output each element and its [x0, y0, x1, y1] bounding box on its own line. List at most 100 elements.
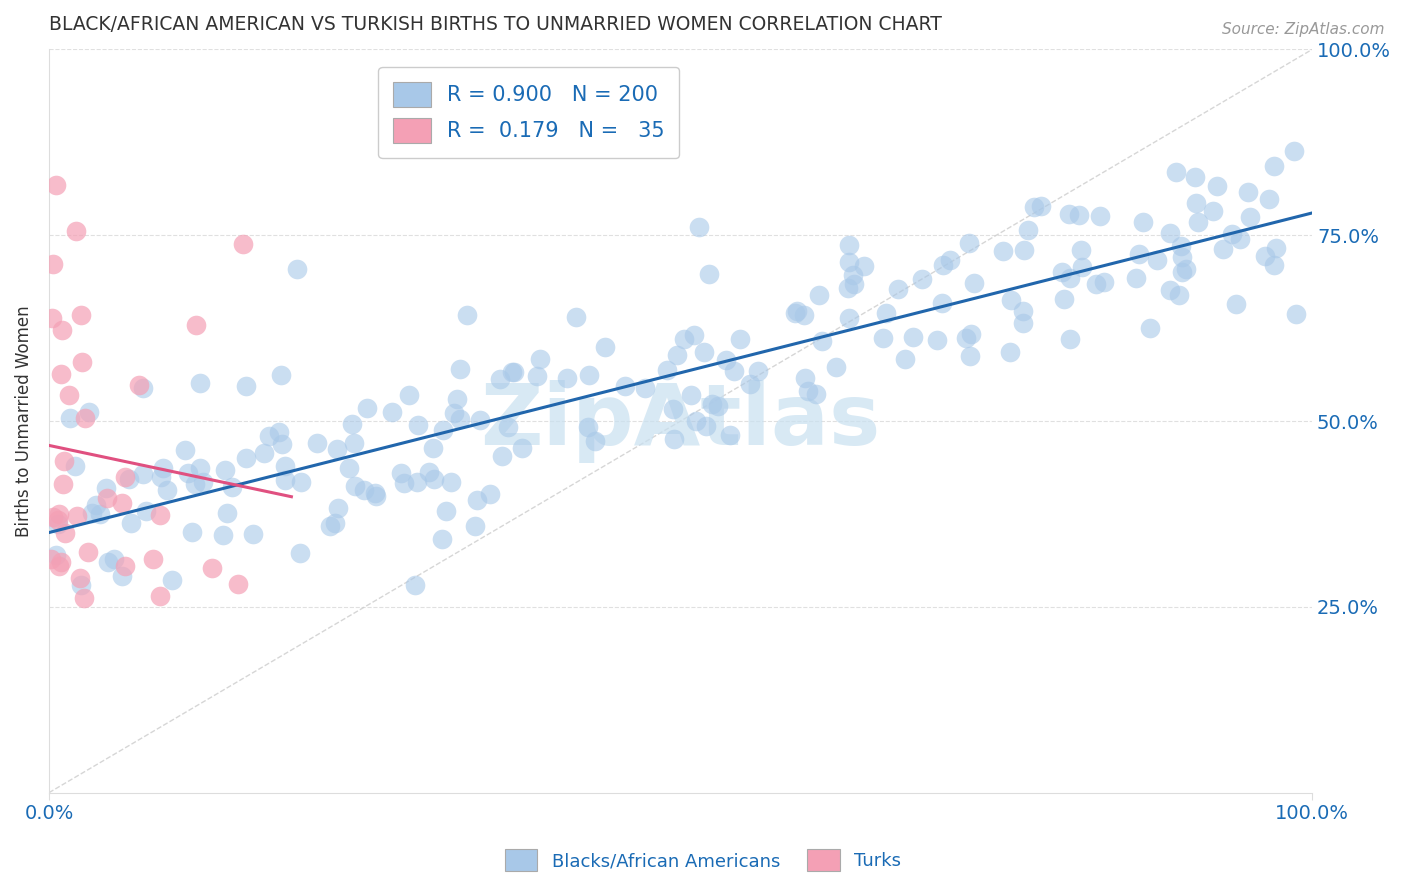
Point [707, 399, 730, 413]
Point [162, 573, 184, 587]
Point [794, 371, 817, 385]
Point [89, 508, 111, 522]
Point [955, 331, 977, 345]
Point [479, 487, 502, 501]
Point [1239, 210, 1261, 224]
Text: BLACK/AFRICAN AMERICAN VS TURKISH BIRTHS TO UNMARRIED WOMEN CORRELATION CHART: BLACK/AFRICAN AMERICAN VS TURKISH BIRTHS… [49, 15, 942, 34]
Point [932, 258, 955, 272]
Point [526, 369, 548, 384]
Point [235, 450, 257, 465]
Point [578, 368, 600, 382]
Point [728, 332, 751, 346]
Point [52, 476, 75, 491]
Point [323, 516, 346, 531]
Point [825, 360, 848, 375]
Point [666, 348, 689, 362]
Point [1229, 232, 1251, 246]
Point [418, 466, 440, 480]
Point [793, 308, 815, 322]
Point [63, 458, 86, 473]
Point [422, 472, 444, 486]
Point [53, 525, 76, 540]
Point [307, 436, 329, 450]
Point [343, 435, 366, 450]
Point [318, 519, 340, 533]
Point [221, 480, 243, 494]
Point [464, 519, 486, 533]
Point [634, 381, 657, 395]
Point [939, 252, 962, 267]
Point [1170, 238, 1192, 252]
Point [48, 558, 70, 573]
Point [838, 255, 860, 269]
Point [356, 401, 378, 415]
Point [1175, 262, 1198, 277]
Point [785, 306, 807, 320]
Point [1132, 214, 1154, 228]
Point [931, 296, 953, 310]
Point [1187, 215, 1209, 229]
Point [672, 332, 695, 346]
Point [184, 318, 207, 332]
Point [1090, 210, 1112, 224]
Point [959, 349, 981, 363]
Point [66, 508, 89, 523]
Point [1128, 247, 1150, 261]
Point [273, 459, 295, 474]
Point [443, 406, 465, 420]
Point [118, 472, 141, 486]
Point [806, 387, 828, 401]
Point [58, 388, 80, 402]
Point [49, 367, 72, 381]
Text: ZipAtlas: ZipAtlas [481, 380, 880, 463]
Point [392, 475, 415, 490]
Point [273, 473, 295, 487]
Point [152, 461, 174, 475]
Point [1052, 265, 1074, 279]
Point [1236, 185, 1258, 199]
Point [111, 569, 134, 583]
Point [844, 277, 866, 292]
Point [364, 486, 387, 500]
Point [693, 345, 716, 359]
Point [718, 428, 741, 442]
Point [1202, 204, 1225, 219]
Point [657, 363, 679, 377]
Point [271, 437, 294, 451]
Point [1184, 169, 1206, 184]
Point [215, 506, 238, 520]
Point [290, 475, 312, 490]
Point [84, 498, 107, 512]
Point [1011, 303, 1033, 318]
Point [41, 510, 63, 524]
Point [838, 311, 860, 326]
Point [188, 461, 211, 475]
Point [103, 552, 125, 566]
Point [1284, 307, 1306, 321]
Point [114, 559, 136, 574]
Point [510, 441, 533, 455]
Point [583, 434, 606, 448]
Point [232, 237, 254, 252]
Point [340, 417, 363, 432]
Point [155, 483, 177, 497]
Point [191, 475, 214, 490]
Point [1059, 332, 1081, 346]
Point [614, 379, 637, 393]
Point [1185, 196, 1208, 211]
Y-axis label: Births to Unmarried Women: Births to Unmarried Women [15, 305, 32, 537]
Point [697, 267, 720, 281]
Legend: R = 0.900   N = 200, R =  0.179   N =   35: R = 0.900 N = 200, R = 0.179 N = 35 [378, 67, 679, 158]
Point [46, 517, 69, 532]
Point [53, 454, 76, 468]
Point [1084, 277, 1107, 291]
Point [1067, 208, 1090, 222]
Point [529, 351, 551, 366]
Point [343, 479, 366, 493]
Legend: Blacks/African Americans, Turks: Blacks/African Americans, Turks [498, 842, 908, 879]
Point [432, 423, 454, 437]
Point [957, 235, 980, 250]
Point [96, 491, 118, 506]
Point [959, 326, 981, 341]
Point [1257, 192, 1279, 206]
